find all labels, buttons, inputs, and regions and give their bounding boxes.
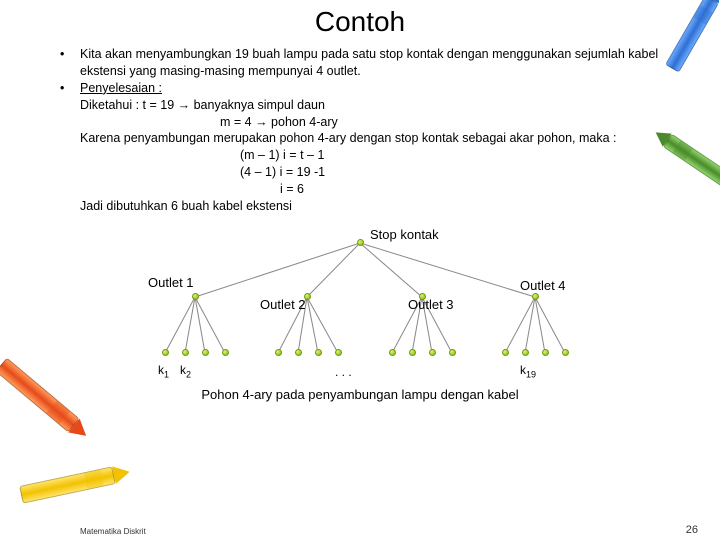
leaf-k19-label: k19: [520, 363, 536, 379]
leaf-node: [409, 349, 416, 356]
line-eq1: (m – 1) i = t – 1: [240, 147, 680, 164]
tree-caption: Pohon 4-ary pada penyambungan lampu deng…: [0, 387, 720, 402]
tree-diagram: Stop kontak Outlet 1 Outlet 2 Outlet 3 O…: [0, 225, 720, 415]
leaf-node: [502, 349, 509, 356]
outlet-4-label: Outlet 4: [520, 278, 566, 293]
leaf-node: [542, 349, 549, 356]
penyelesaian-label: Penyelesaian :: [80, 80, 680, 97]
content-block: • Kita akan menyambungkan 19 buah lampu …: [0, 46, 720, 215]
footer-left: Matematika Diskrit: [80, 527, 146, 536]
leaf-node: [162, 349, 169, 356]
leaf-node: [522, 349, 529, 356]
leaf-node: [562, 349, 569, 356]
leaf-k2-label: k2: [180, 363, 191, 379]
line-eq3: i = 6: [280, 181, 680, 198]
line-karena: Karena penyambungan merupakan pohon 4-ar…: [80, 130, 680, 147]
leaf-node: [275, 349, 282, 356]
leaf-node: [335, 349, 342, 356]
leaf-node: [182, 349, 189, 356]
leaf-dots-label: . . .: [335, 365, 352, 379]
line-jadi: Jadi dibutuhkan 6 buah kabel ekstensi: [80, 198, 680, 215]
root-node: [357, 239, 364, 246]
page-number: 26: [686, 524, 698, 536]
outlet-node-1: [192, 293, 199, 300]
leaf-node: [222, 349, 229, 356]
leaf-node: [202, 349, 209, 356]
outlet-node-4: [532, 293, 539, 300]
line-m4: m = 4 → pohon 4-ary: [220, 114, 680, 131]
bullet-dot: •: [60, 46, 80, 80]
crayon-decoration: [19, 466, 116, 503]
leaf-node: [389, 349, 396, 356]
outlet-3-label: Outlet 3: [408, 297, 454, 312]
leaf-node: [295, 349, 302, 356]
leaf-node: [429, 349, 436, 356]
bullet-dot: •: [60, 80, 80, 215]
leaf-node: [315, 349, 322, 356]
root-label: Stop kontak: [370, 227, 439, 242]
line-eq2: (4 – 1) i = 19 -1: [240, 164, 680, 181]
outlet-1-label: Outlet 1: [148, 275, 194, 290]
page-title: Contoh: [0, 6, 720, 38]
outlet-2-label: Outlet 2: [260, 297, 306, 312]
bullet-1: Kita akan menyambungkan 19 buah lampu pa…: [80, 46, 680, 80]
leaf-node: [449, 349, 456, 356]
leaf-k1-label: k1: [158, 363, 169, 379]
line-diketahui: Diketahui : t = 19 → banyaknya simpul da…: [80, 97, 680, 114]
